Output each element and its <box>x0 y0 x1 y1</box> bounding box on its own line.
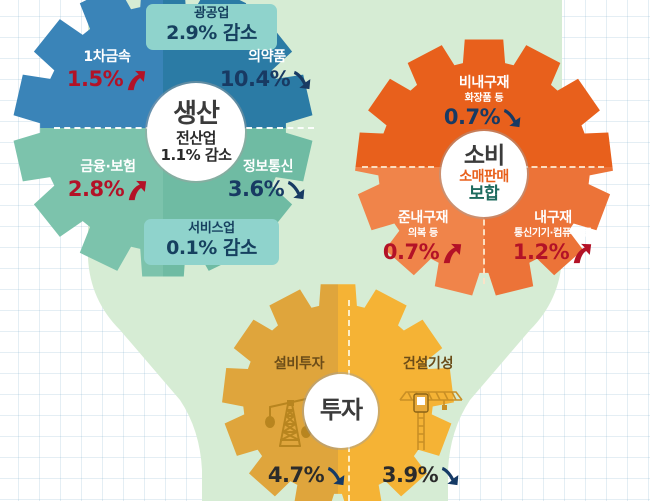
hub-title: 생산 <box>173 98 220 129</box>
metric-value: 3.6% <box>227 176 285 201</box>
hub-title: 투자 <box>319 396 363 425</box>
arrow-down-icon <box>287 180 305 199</box>
production-pill-service: 서비스업 0.1% 감소 <box>144 219 279 265</box>
investment-metric-construction: 건설기성 <box>382 356 474 373</box>
arrow-down-icon <box>441 466 459 486</box>
metric-subname: 화장품 등 <box>464 92 504 104</box>
hub-value: 1.1% 감소 <box>160 145 232 164</box>
investment-value-facility: 4.7% <box>258 462 358 488</box>
production-hub: 생산 전산업 1.1% 감소 <box>147 83 245 181</box>
arrow-down-icon <box>327 466 345 486</box>
metric-name: 건설기성 <box>402 356 454 372</box>
metric-name: 의약품 <box>248 49 286 65</box>
pill-name: 광공업 <box>194 6 229 21</box>
tower-crane-icon <box>392 380 466 454</box>
arrow-up-icon <box>128 180 147 200</box>
consumption-metric-semidurable: 준내구재 의복 등 0.7% <box>366 210 480 265</box>
arrow-down-icon <box>294 70 311 89</box>
consumption-hub: 소비 소매판매 보합 <box>441 131 527 217</box>
metric-value: 1.2% <box>512 240 570 265</box>
consumption-metric-nondurable: 비내구재 화장품 등 0.7% <box>424 75 544 130</box>
investment-divider-bottom <box>348 446 350 501</box>
metric-value: 10.4% <box>219 66 291 91</box>
production-metric-primary-metal: 1차금속 1.5% <box>52 49 162 92</box>
metric-name: 금융·보험 <box>80 159 136 175</box>
arrow-up-icon <box>443 243 462 263</box>
hub-subtitle: 소매판매 <box>459 169 509 186</box>
consumption-divider-right <box>522 166 604 168</box>
arrow-up-icon <box>573 243 592 263</box>
metric-value: 0.7% <box>443 105 501 130</box>
investment-metric-facility: 설비투자 <box>253 356 345 373</box>
pill-value: 0.1% 감소 <box>166 236 257 259</box>
investment-value-construction: 3.9% <box>372 462 472 488</box>
consumption-metric-durable: 내구재 통신기기·컴퓨터 등 1.2% <box>487 210 619 265</box>
metric-name: 비내구재 <box>458 75 510 91</box>
metric-name: 내구재 <box>534 210 572 226</box>
metric-value: 4.7% <box>267 463 325 488</box>
metric-name: 준내구재 <box>397 210 449 226</box>
metric-name: 정보통신 <box>242 159 294 175</box>
production-metric-pharma: 의약품 10.4% <box>208 49 326 92</box>
metric-value: 0.7% <box>382 240 440 265</box>
metric-name: 설비투자 <box>273 356 325 372</box>
production-pill-mining: 광공업 2.9% 감소 <box>146 4 277 50</box>
metric-value: 1.5% <box>66 66 124 91</box>
production-divider-right <box>184 127 314 129</box>
hub-title: 소비 <box>463 143 505 170</box>
hub-value: 보합 <box>468 183 500 204</box>
metric-subname: 의복 등 <box>408 227 438 239</box>
consumption-divider-left <box>362 166 434 168</box>
arrow-down-icon <box>503 108 521 128</box>
metric-value: 2.8% <box>67 176 125 201</box>
consumption-divider-vertical <box>483 200 485 284</box>
pill-name: 서비스업 <box>188 221 235 236</box>
hub-subtitle: 전산업 <box>176 128 216 147</box>
production-metric-finance-insurance: 금융·보험 2.8% <box>46 159 170 202</box>
investment-hub: 투자 <box>304 374 378 448</box>
metric-subname: 통신기기·컴퓨터 등 <box>514 227 592 239</box>
pill-value: 2.9% 감소 <box>166 21 257 44</box>
production-metric-ict: 정보통신 3.6% <box>212 159 324 202</box>
investment-divider-top <box>348 300 350 376</box>
production-divider-left <box>54 127 162 129</box>
arrow-up-icon <box>127 70 146 90</box>
metric-value: 3.9% <box>381 463 439 488</box>
metric-name: 1차금속 <box>83 49 131 65</box>
